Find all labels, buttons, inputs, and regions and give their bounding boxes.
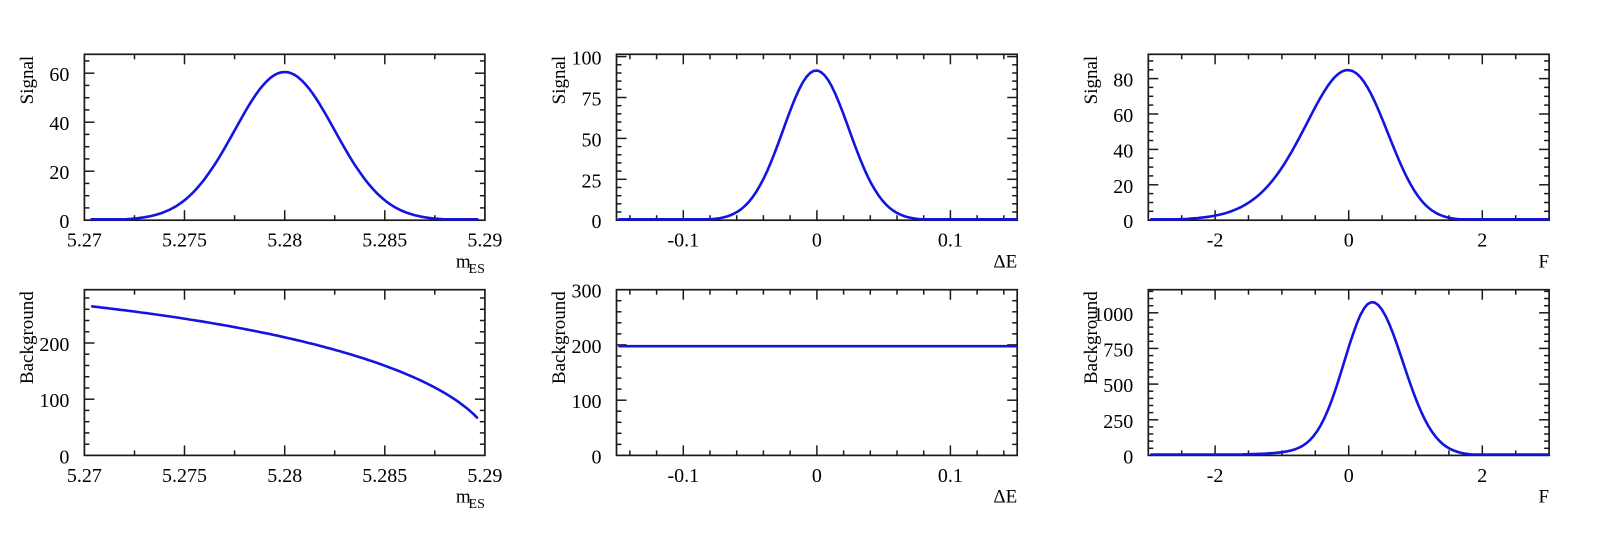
svg-text:60: 60	[1113, 105, 1133, 127]
svg-text:0: 0	[1344, 230, 1354, 252]
svg-text:mES: mES	[456, 252, 485, 277]
svg-text:0: 0	[59, 446, 69, 468]
svg-text:Background: Background	[17, 291, 38, 384]
svg-text:40: 40	[1113, 140, 1133, 162]
svg-text:-0.1: -0.1	[667, 465, 699, 487]
svg-text:250: 250	[1103, 411, 1133, 433]
svg-text:0: 0	[812, 465, 822, 487]
svg-text:F: F	[1539, 487, 1550, 508]
svg-text:5.28: 5.28	[267, 230, 302, 252]
svg-text:1000: 1000	[1093, 304, 1133, 326]
svg-text:2: 2	[1477, 230, 1487, 252]
svg-text:0: 0	[592, 446, 602, 468]
svg-text:75: 75	[582, 89, 602, 111]
svg-text:5.285: 5.285	[362, 230, 407, 252]
svg-text:100: 100	[572, 391, 602, 413]
svg-text:200: 200	[572, 336, 602, 358]
svg-text:300: 300	[572, 281, 602, 303]
svg-text:0.1: 0.1	[938, 465, 963, 487]
svg-text:100: 100	[39, 390, 69, 412]
svg-text:0: 0	[812, 230, 822, 252]
svg-text:500: 500	[1103, 375, 1133, 397]
svg-text:80: 80	[1113, 70, 1133, 92]
svg-text:5.29: 5.29	[467, 230, 502, 252]
svg-text:40: 40	[49, 113, 69, 135]
svg-text:mES: mES	[456, 487, 485, 512]
svg-text:5.285: 5.285	[362, 465, 407, 487]
svg-text:0: 0	[1344, 465, 1354, 487]
svg-text:5.29: 5.29	[467, 465, 502, 487]
svg-text:5.28: 5.28	[267, 465, 302, 487]
svg-text:-2: -2	[1207, 230, 1224, 252]
svg-text:Signal: Signal	[549, 56, 570, 105]
svg-text:25: 25	[582, 170, 602, 192]
svg-text:Background: Background	[549, 291, 570, 384]
svg-text:5.27: 5.27	[67, 230, 102, 252]
svg-text:60: 60	[49, 64, 69, 86]
svg-text:200: 200	[39, 334, 69, 356]
svg-text:0: 0	[59, 211, 69, 233]
svg-text:5.275: 5.275	[162, 230, 207, 252]
svg-text:0: 0	[1123, 446, 1133, 468]
svg-text:ΔE: ΔE	[993, 487, 1017, 508]
svg-text:Signal: Signal	[1081, 56, 1102, 105]
svg-text:Background: Background	[1081, 291, 1102, 384]
svg-text:20: 20	[1113, 176, 1133, 198]
svg-text:-2: -2	[1207, 465, 1224, 487]
svg-text:0: 0	[1123, 211, 1133, 233]
svg-text:750: 750	[1103, 339, 1133, 361]
svg-text:F: F	[1539, 252, 1550, 273]
svg-text:100: 100	[572, 48, 602, 70]
svg-text:20: 20	[49, 162, 69, 184]
svg-text:ΔE: ΔE	[993, 252, 1017, 273]
svg-text:5.275: 5.275	[162, 465, 207, 487]
svg-text:5.27: 5.27	[67, 465, 102, 487]
svg-text:0.1: 0.1	[938, 230, 963, 252]
svg-text:Signal: Signal	[17, 56, 38, 105]
svg-text:0: 0	[592, 211, 602, 233]
svg-text:2: 2	[1477, 465, 1487, 487]
svg-text:50: 50	[582, 129, 602, 151]
svg-text:-0.1: -0.1	[667, 230, 699, 252]
